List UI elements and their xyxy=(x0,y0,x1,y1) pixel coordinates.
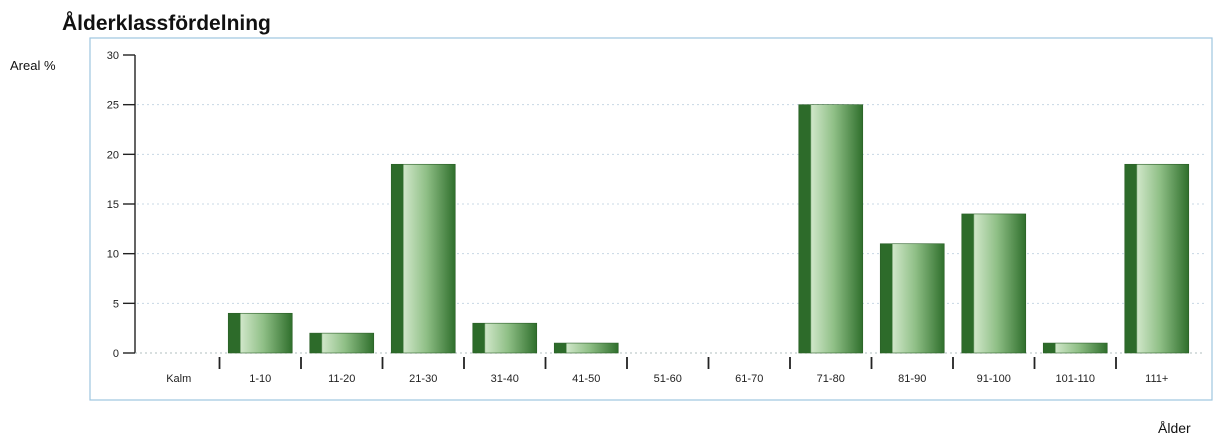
x-tick-label: 81-90 xyxy=(898,373,926,385)
x-tick-label: Kalm xyxy=(166,373,191,385)
axes xyxy=(123,54,1205,369)
bar-81-90 xyxy=(879,243,945,354)
bar-71-80 xyxy=(798,104,864,354)
bar-1-10 xyxy=(227,312,293,354)
x-tick-label: 111+ xyxy=(1145,373,1168,385)
x-tick-label: 101-110 xyxy=(1055,373,1095,385)
chart-title: Ålderklassfördelning xyxy=(62,12,271,35)
tick-labels: 0 5 10 15 20 25 30 Kalm 1-10 11-20 21-30 31-40 41-50… xyxy=(107,50,1169,385)
bar-41-50 xyxy=(553,342,619,354)
bars xyxy=(227,104,1190,354)
grid-lines xyxy=(137,104,1205,304)
x-tick-label: 11-20 xyxy=(328,373,355,385)
x-tick-label: 1-10 xyxy=(249,373,271,385)
y-tick-label: 10 xyxy=(107,249,119,261)
x-tick-label: 61-70 xyxy=(735,373,763,385)
x-axis-label: Ålder xyxy=(1158,420,1191,436)
bar-21-30 xyxy=(390,163,456,354)
bar-111+ xyxy=(1124,163,1190,354)
y-tick-label: 15 xyxy=(107,199,119,211)
x-tick-label: 31-40 xyxy=(491,373,519,385)
bar-31-40 xyxy=(472,322,538,354)
y-tick-label: 20 xyxy=(107,149,119,161)
x-tick-label: 91-100 xyxy=(977,373,1011,385)
y-tick-label: 5 xyxy=(113,298,119,310)
y-tick-label: 0 xyxy=(113,348,119,360)
plot-frame xyxy=(89,37,1213,401)
bar-11-20 xyxy=(309,332,375,354)
y-tick-label: 30 xyxy=(107,50,119,62)
bar-91-100 xyxy=(961,213,1027,354)
x-tick-label: 51-60 xyxy=(654,373,682,385)
x-tick-label: 41-50 xyxy=(572,373,600,385)
bar-101-110 xyxy=(1042,342,1108,354)
y-tick-label: 25 xyxy=(107,100,119,112)
x-tick-label: 71-80 xyxy=(817,373,845,385)
y-axis-label: Areal % xyxy=(10,58,56,73)
x-tick-label: 21-30 xyxy=(409,373,437,385)
